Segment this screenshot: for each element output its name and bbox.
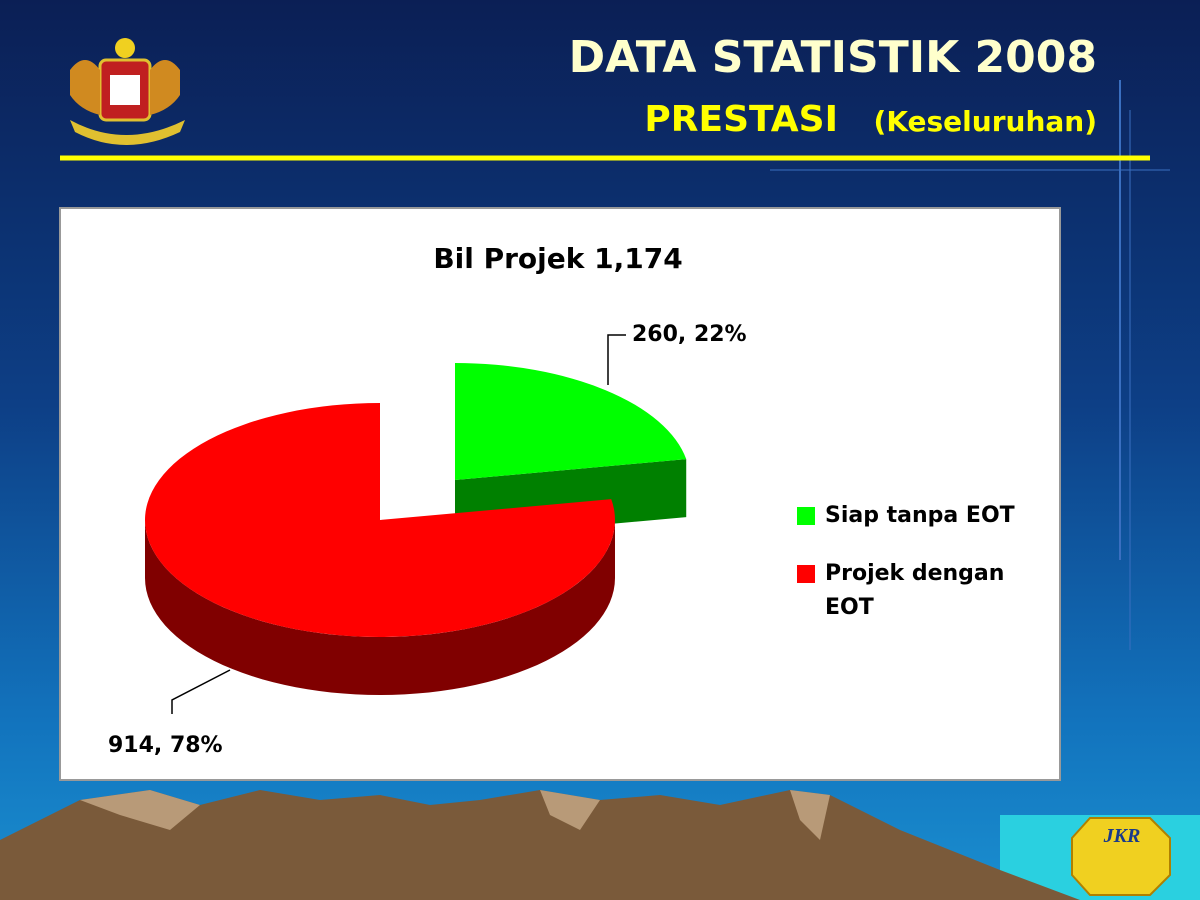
leader-line: [607, 334, 626, 385]
slide-subtitle: PRESTASI: [644, 99, 838, 140]
jkr-logo: JKR: [1071, 817, 1171, 896]
legend-item: Projek dengan EOT: [797, 557, 1035, 625]
slide-note: (Keseluruhan): [874, 105, 1097, 138]
legend-label: Siap tanpa EOT: [825, 503, 1015, 528]
slide-title: DATA STATISTIK 2008: [569, 32, 1097, 83]
legend-swatch: [797, 565, 815, 583]
legend-swatch: [797, 507, 815, 525]
legend-label: Projek dengan EOT: [825, 561, 1005, 620]
legend-item: Siap tanpa EOT: [797, 499, 1055, 533]
slice: [455, 363, 687, 480]
coat-of-arms: [70, 38, 185, 145]
slice-side: [145, 520, 615, 695]
logo-text: JKR: [1103, 825, 1141, 847]
data-label: 260, 22%: [632, 322, 747, 347]
mountain-highlight: [80, 790, 830, 840]
data-label: 914, 78%: [108, 733, 223, 758]
leader-line: [171, 669, 231, 714]
chart-title: Bil Projek 1,174: [433, 242, 682, 275]
slice: [144, 403, 616, 637]
